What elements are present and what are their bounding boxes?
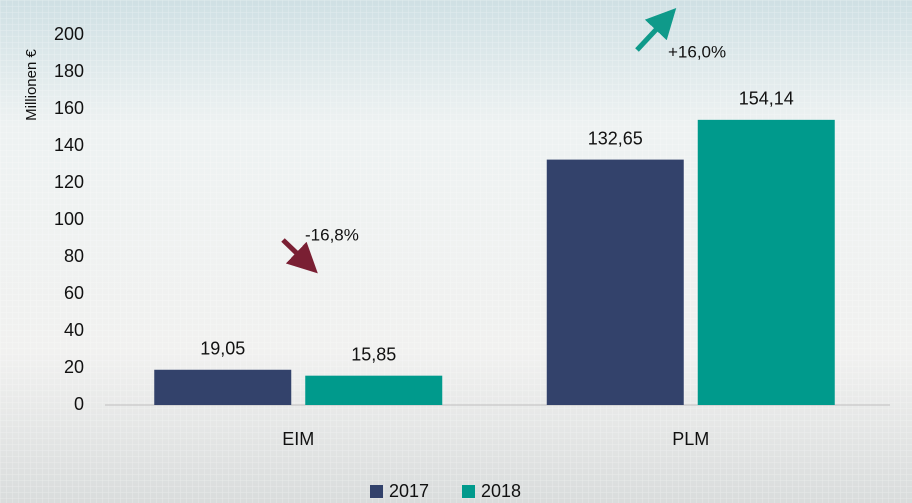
y-tick-label: 20 — [64, 357, 84, 377]
x-tick-label: EIM — [282, 429, 314, 449]
value-label: 15,85 — [351, 344, 396, 364]
legend-label: 2017 — [389, 481, 429, 501]
y-tick-label: 80 — [64, 246, 84, 266]
legend-label: 2018 — [481, 481, 521, 501]
y-tick-label: 60 — [64, 283, 84, 303]
y-tick-label: 100 — [54, 209, 84, 229]
y-tick-label: 120 — [54, 172, 84, 192]
up-arrow — [635, 8, 677, 52]
bar — [697, 119, 835, 405]
down-arrow — [281, 238, 318, 274]
value-label: 19,05 — [200, 339, 245, 359]
bar — [305, 375, 443, 405]
y-axis-title: Millionen € — [23, 48, 40, 120]
y-tick-label: 200 — [54, 24, 84, 44]
y-tick-label: 40 — [64, 320, 84, 340]
y-tick-label: 180 — [54, 61, 84, 81]
value-label: 154,14 — [739, 89, 794, 109]
y-tick-label: 140 — [54, 135, 84, 155]
x-tick-label: PLM — [672, 429, 709, 449]
annotation: +16,0% — [668, 42, 726, 61]
bar — [154, 369, 292, 405]
annotation: -16,8% — [305, 225, 359, 244]
legend-swatch — [370, 485, 383, 498]
bar — [546, 159, 684, 405]
value-label: 132,65 — [588, 128, 643, 148]
legend-swatch — [462, 485, 475, 498]
y-tick-label: 0 — [74, 394, 84, 414]
y-tick-label: 160 — [54, 98, 84, 118]
